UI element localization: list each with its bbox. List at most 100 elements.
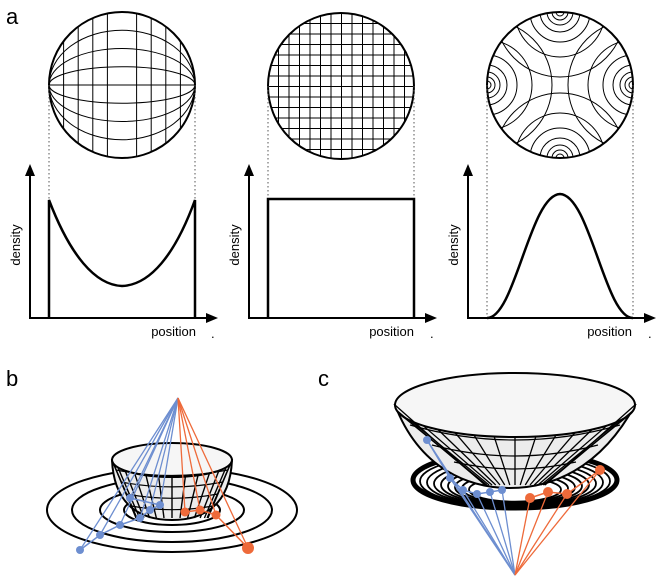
plot-2-xlabel: position xyxy=(369,324,414,339)
hyperbolic-arc xyxy=(555,153,565,158)
orange-ray xyxy=(177,397,217,516)
pole-arc xyxy=(48,66,196,86)
pole-arc xyxy=(48,84,196,141)
hyperbolic-arc xyxy=(487,76,496,94)
blue-point xyxy=(486,488,494,496)
bowl-latitude xyxy=(116,469,228,477)
blue-ray xyxy=(489,491,516,576)
blue-ray xyxy=(139,397,179,519)
orange-ray xyxy=(514,493,568,576)
blue-ray xyxy=(79,397,179,551)
density-plot-1: density position . xyxy=(8,164,218,341)
plot-2-y-arrow xyxy=(244,164,254,176)
orange-path xyxy=(184,509,249,549)
plot-1-curve xyxy=(47,199,197,318)
bowl-rib xyxy=(145,475,158,519)
blue-ray xyxy=(501,489,516,576)
pole-arc xyxy=(48,48,196,86)
bowl-latitude xyxy=(121,481,223,488)
blue-point xyxy=(136,514,144,522)
plot-3-ylabel: density xyxy=(446,224,461,266)
plot-2-x-arrow xyxy=(425,313,437,323)
orange-ray xyxy=(177,397,249,549)
bowl-latitude xyxy=(131,505,213,511)
cone-rib xyxy=(524,434,557,486)
plot-3-xlabel: position xyxy=(587,324,632,339)
orange-point xyxy=(543,487,553,497)
blue-point xyxy=(446,474,454,482)
plot-3-curve xyxy=(486,192,634,320)
plot-3-x-arrow xyxy=(644,313,656,323)
density-plot-3: density position . xyxy=(446,164,656,341)
orange-ray xyxy=(177,397,186,513)
disk-hyperbolic-grid xyxy=(486,11,634,159)
orange-path xyxy=(529,469,601,499)
hyperbolic-arc xyxy=(539,137,581,158)
blue-point xyxy=(116,521,124,529)
cone-rib xyxy=(401,415,488,486)
plot-1-x-arrow xyxy=(206,313,218,323)
hyperbolic-arc xyxy=(546,12,574,26)
hyperbolic-arc xyxy=(628,80,633,90)
panel-label-c: c xyxy=(318,366,329,391)
hyperbolic-arc xyxy=(487,39,533,131)
plot-1-y-arrow xyxy=(25,164,35,176)
cone-latitude xyxy=(453,461,577,470)
hyperbolic-arc xyxy=(555,12,565,17)
cone-rib xyxy=(537,425,608,486)
plot-3-axes xyxy=(467,168,644,319)
bowl-rib xyxy=(203,467,227,519)
orange-point xyxy=(195,505,205,515)
cone-latitude xyxy=(431,444,599,457)
hyperbolic-arc xyxy=(494,12,626,78)
hyperbolic-arc xyxy=(546,144,574,158)
cone-rib xyxy=(410,420,490,486)
blue-point xyxy=(423,436,431,444)
disk-square-grid xyxy=(267,12,415,160)
hyperbolic-arc xyxy=(539,12,581,33)
density-plot-2: density position . xyxy=(227,164,437,341)
orange-ray xyxy=(514,491,549,576)
blue-point xyxy=(146,506,154,514)
plot-3-end-mark: . xyxy=(648,326,652,341)
hyperbolic-arc xyxy=(494,92,626,158)
plot-3-y-arrow xyxy=(463,164,473,176)
cone-rib xyxy=(437,429,497,486)
cone-rib xyxy=(422,425,493,486)
bowl-rib xyxy=(117,467,141,519)
blue-point xyxy=(96,531,104,539)
saddle-surface-illustration xyxy=(393,372,637,576)
orange-ray xyxy=(514,497,531,576)
orange-point xyxy=(242,542,254,554)
cone-rib xyxy=(493,436,511,486)
hyperbolic-arc xyxy=(551,149,569,158)
hyperbolic-arc xyxy=(529,12,591,43)
bowl-latitude xyxy=(126,493,218,499)
plot-1-ylabel: density xyxy=(8,224,23,266)
blue-ray xyxy=(129,397,179,499)
orange-point xyxy=(595,465,605,475)
pole-arc xyxy=(48,84,196,122)
cone-rib xyxy=(529,432,576,486)
plot-1-xlabel: position xyxy=(151,324,196,339)
blue-point xyxy=(76,546,84,554)
hyperbolic-arc xyxy=(619,71,633,99)
blue-point xyxy=(126,494,134,502)
hyperbolic-arc xyxy=(529,127,591,158)
hyperbolic-arc xyxy=(487,64,508,106)
orange-point xyxy=(562,489,572,499)
orange-ray xyxy=(514,469,601,576)
cone-rib xyxy=(544,404,636,486)
hyperbolic-arc xyxy=(514,112,606,158)
cone-rib xyxy=(473,434,506,486)
pole-arc xyxy=(48,29,196,86)
cone-rim xyxy=(394,372,636,438)
blue-point xyxy=(473,490,481,498)
hyperbolic-arc xyxy=(487,54,518,116)
orange-ray xyxy=(177,397,201,511)
cone-latitude xyxy=(409,424,621,441)
hyperbolic-arc xyxy=(487,80,492,90)
hyperbolic-arc xyxy=(487,71,501,99)
blue-ray xyxy=(159,397,179,506)
disk-elliptic-grid xyxy=(48,11,196,159)
